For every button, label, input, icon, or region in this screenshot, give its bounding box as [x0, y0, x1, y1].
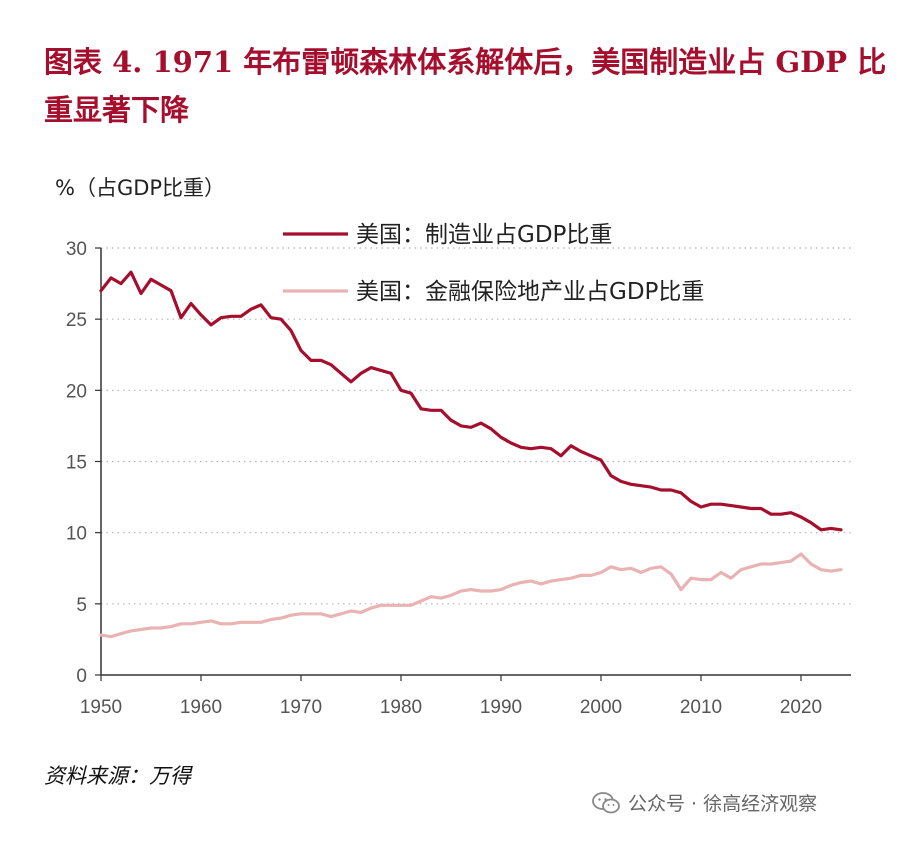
- finance-share-line: [99, 552, 843, 639]
- legend-label: 美国：制造业占GDP比重: [356, 222, 612, 248]
- y-tick-label: 20: [66, 381, 87, 402]
- watermark: 公众号 · 徐高经济观察: [592, 789, 817, 816]
- watermark-text: 公众号 · 徐高经济观察: [628, 793, 818, 815]
- x-tick-label: 2010: [680, 697, 722, 718]
- y-tick-label: 30: [66, 239, 87, 260]
- y-tick-label: 25: [66, 310, 87, 331]
- y-tick-label: 5: [76, 595, 87, 616]
- x-tick-label: 1990: [480, 697, 522, 718]
- x-tick-label: 2000: [580, 697, 622, 718]
- x-tick-label: 2020: [780, 697, 822, 718]
- y-axis-unit-label: %（占GDP比重）: [55, 176, 226, 200]
- figure-title: 图表 4. 1971 年布雷顿森林体系解体后，美国制造业占 GDP 比重显著下降: [44, 45, 887, 127]
- y-tick-labels: 0 5 10 15 20 25 30: [66, 239, 87, 687]
- wechat-icon: [592, 791, 620, 813]
- series-lines: [99, 270, 843, 639]
- x-tick-label: 1980: [380, 697, 422, 718]
- x-tick-label: 1970: [280, 697, 322, 718]
- grid-lines: [101, 247, 851, 605]
- x-tick-label: 1950: [80, 697, 122, 718]
- source-note: 资料来源：万得: [44, 764, 191, 788]
- x-tick-labels: 1950 1960 1970 1980 1990 2000 2010 2020: [80, 697, 822, 718]
- y-tick-label: 0: [76, 666, 87, 687]
- y-tick-label: 15: [66, 453, 87, 474]
- x-tick-label: 1960: [180, 697, 222, 718]
- y-tick-label: 10: [66, 524, 87, 545]
- manufacturing-share-line: [99, 270, 843, 532]
- legend-label: 美国：金融保险地产业占GDP比重: [356, 279, 704, 305]
- axes: [95, 247, 851, 681]
